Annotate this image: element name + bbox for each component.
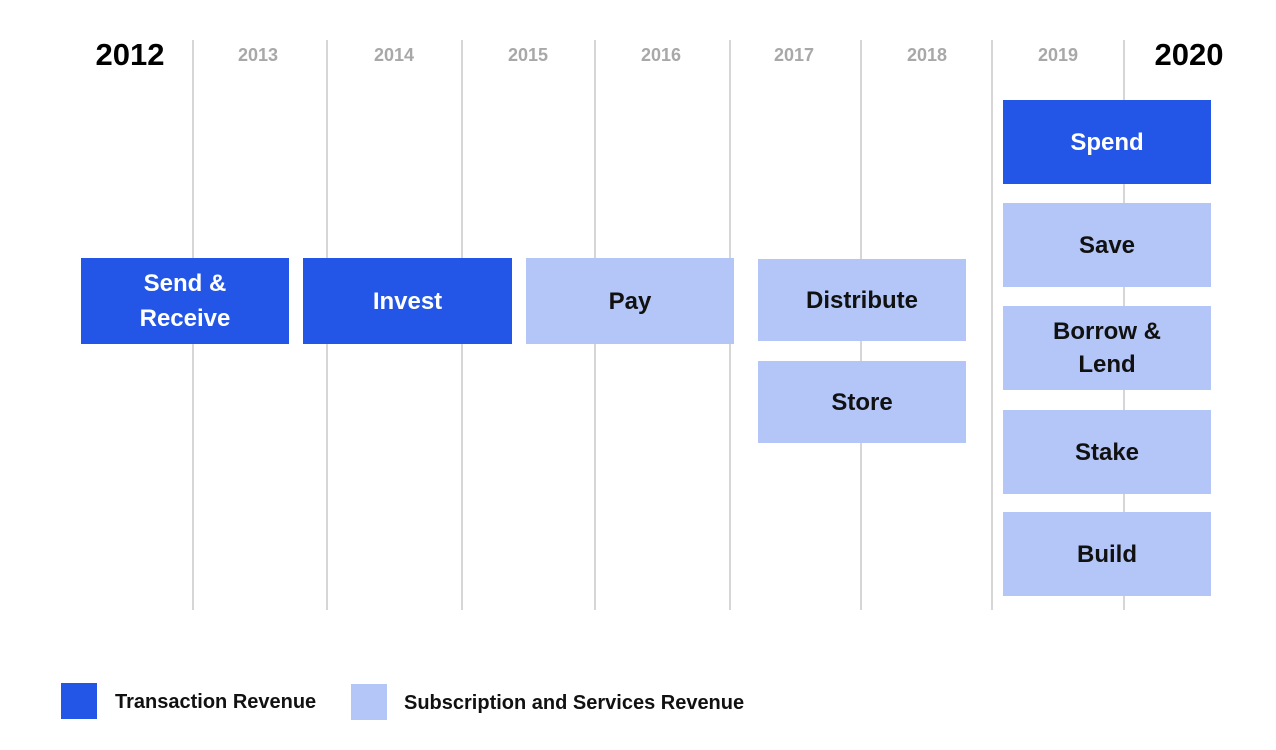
year-label-2013: 2013 bbox=[237, 45, 279, 65]
product-spend-label: Spend bbox=[1070, 128, 1144, 156]
product-build: Build bbox=[1003, 512, 1211, 596]
product-stake-label: Stake bbox=[1074, 438, 1140, 466]
year-label-2012: 2012 bbox=[95, 37, 165, 72]
product-invest: Invest bbox=[303, 258, 512, 344]
product-spend: Spend bbox=[1003, 100, 1211, 184]
product-stake: Stake bbox=[1003, 410, 1211, 494]
product-distribute: Distribute bbox=[758, 259, 966, 341]
product-store: Store bbox=[758, 361, 966, 443]
product-pay: Pay bbox=[526, 258, 734, 344]
product-save-label: Save bbox=[1078, 231, 1136, 259]
legend-transaction-swatch bbox=[61, 683, 97, 719]
product-distribute-label: Distribute bbox=[805, 286, 918, 314]
year-label-2018: 2018 bbox=[906, 45, 948, 65]
year-label-2015: 2015 bbox=[507, 45, 549, 65]
product-save: Save bbox=[1003, 203, 1211, 287]
legend-subscription-swatch bbox=[351, 684, 387, 720]
year-label-2014: 2014 bbox=[373, 45, 415, 65]
product-send-receive: Send & Receive bbox=[81, 258, 289, 344]
product-borrow-lend: Borrow & Lend bbox=[1003, 306, 1211, 390]
product-borrow-lend-label: Borrow & Lend bbox=[1053, 318, 1161, 378]
year-label-2019: 2019 bbox=[1037, 45, 1079, 65]
product-store-label: Store bbox=[831, 388, 893, 416]
product-pay-label: Pay bbox=[608, 287, 652, 315]
year-label-2020: 2020 bbox=[1154, 37, 1224, 72]
legend-transaction-label: Transaction Revenue bbox=[115, 691, 317, 713]
year-label-2017: 2017 bbox=[773, 45, 815, 65]
year-label-2016: 2016 bbox=[640, 45, 682, 65]
product-invest-label: Invest bbox=[372, 287, 443, 315]
legend-subscription-label: Subscription and Services Revenue bbox=[404, 692, 745, 714]
timeline-divider bbox=[991, 40, 993, 610]
product-build-label: Build bbox=[1077, 540, 1137, 568]
product-send-receive-label: Send & Receive bbox=[139, 270, 231, 332]
